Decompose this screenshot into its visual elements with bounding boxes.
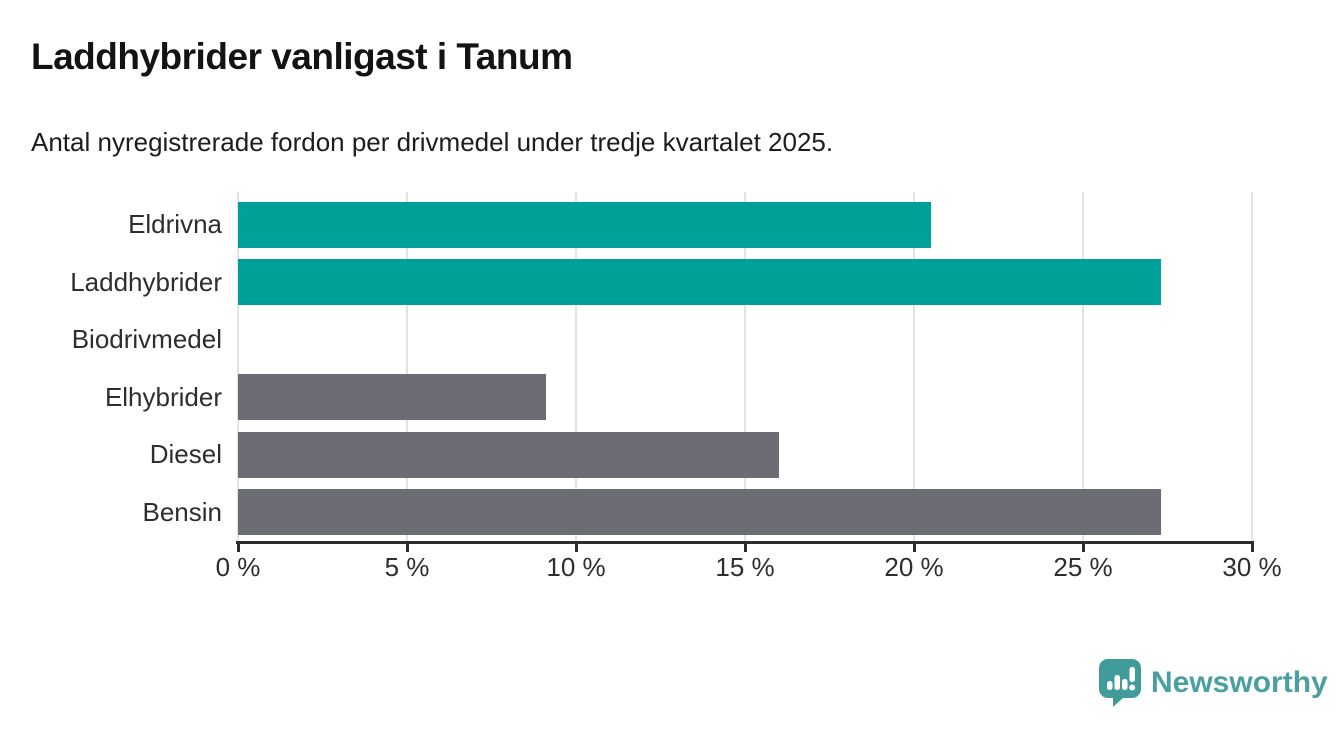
gridline-5: [406, 192, 408, 541]
x-tick-label-20: 20 %: [884, 552, 944, 582]
x-tick-label-30: 30 %: [1222, 552, 1282, 582]
chart-subtitle: Antal nyregistrerade fordon per drivmede…: [31, 127, 834, 157]
x-tick-label-15: 15 %: [715, 552, 775, 582]
bar-eldrivna: [238, 201, 931, 248]
bar-rows: [238, 196, 1252, 541]
gridline-10: [575, 192, 577, 541]
category-labels: Eldrivna Laddhybrider Biodrivmedel Elhybrid…: [0, 196, 222, 541]
plot-area: [237, 192, 1253, 541]
gridline-25: [1082, 192, 1084, 541]
x-tick-5: [405, 541, 409, 552]
x-tick-10: [574, 541, 578, 552]
bar-elhybrider: [238, 374, 546, 421]
x-tick-20: [912, 541, 916, 552]
newsworthy-speech-bubble-chart-icon: [1098, 658, 1142, 707]
category-label-eldrivna: Eldrivna: [128, 209, 222, 240]
x-tick-label-0: 0 %: [215, 552, 261, 582]
newsworthy-logo-text: Newsworthy: [1151, 665, 1328, 699]
category-label-diesel: Diesel: [149, 439, 222, 470]
bar-laddhybrider: [238, 259, 1161, 306]
gridline-30: [1251, 192, 1253, 541]
category-label-biodrivmedel: Biodrivmedel: [71, 324, 222, 355]
x-tick-label-10: 10 %: [546, 552, 606, 582]
x-tick-25: [1081, 541, 1085, 552]
bar-bensin: [238, 489, 1161, 536]
category-label-elhybrider: Elhybrider: [104, 381, 222, 412]
x-tick-15: [743, 541, 747, 552]
page-title: Laddhybrider vanligast i Tanum: [31, 36, 573, 77]
x-tick-30: [1250, 541, 1254, 552]
category-label-bensin: Bensin: [142, 496, 223, 527]
bar-diesel: [238, 431, 779, 478]
x-tick-0: [236, 541, 240, 552]
x-tick-label-25: 25 %: [1053, 552, 1113, 582]
x-tick-label-5: 5 %: [384, 552, 430, 582]
category-label-laddhybrider: Laddhybrider: [70, 266, 222, 297]
gridline-15: [744, 192, 746, 541]
newsworthy-logo[interactable]: Newsworthy: [1098, 658, 1328, 707]
gridline-0: [237, 192, 239, 541]
gridline-20: [913, 192, 915, 541]
